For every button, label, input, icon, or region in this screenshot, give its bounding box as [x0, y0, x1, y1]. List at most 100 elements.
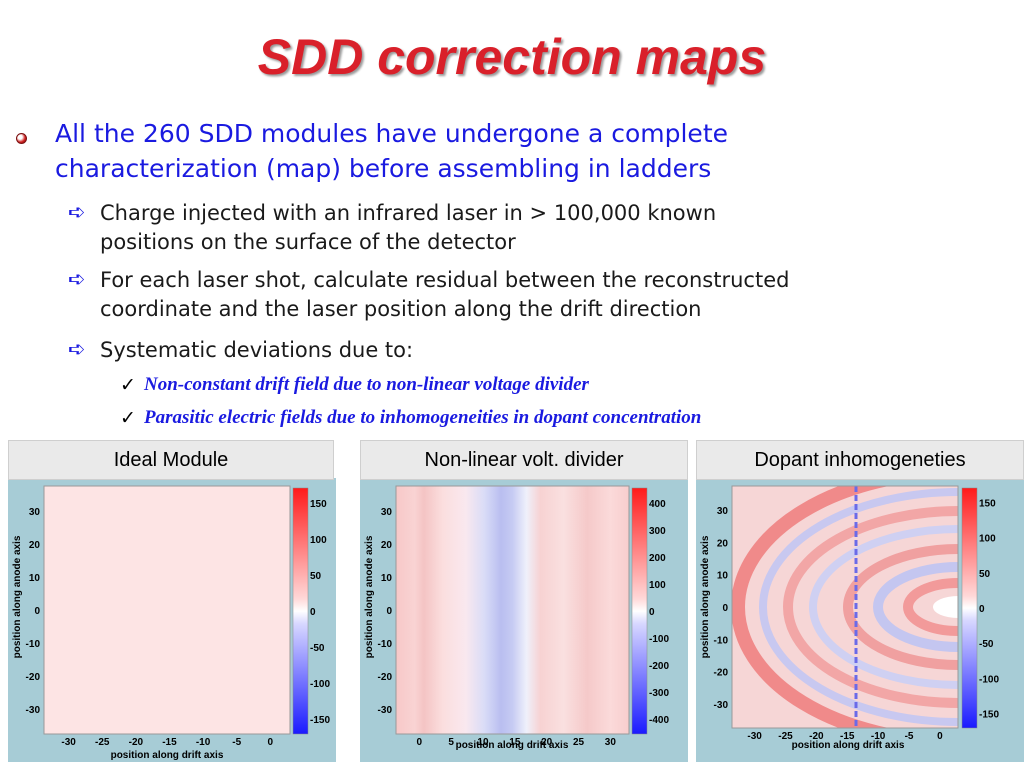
y-tick-label: 30	[381, 507, 393, 518]
y-tick-label: 0	[34, 606, 40, 617]
x-tick-label: -30	[747, 731, 762, 742]
heatmap-pattern	[732, 486, 958, 728]
y-tick-label: 20	[717, 538, 729, 549]
panel-label-nonlinear: Non-linear volt. divider	[360, 440, 688, 480]
sub-bullet-1-line2: positions on the surface of the detector	[100, 230, 516, 254]
color-scale-tick: -150	[979, 710, 999, 721]
y-tick-label: 0	[722, 603, 728, 614]
x-tick-label: 5	[448, 737, 454, 748]
x-tick-label: -20	[809, 731, 824, 742]
color-scale-tick: 50	[310, 571, 322, 582]
color-scale-tick: -100	[310, 679, 330, 690]
y-axis-label: position along anode axis	[364, 535, 375, 658]
x-tick-label: -15	[162, 737, 177, 748]
color-scale-tick: 100	[649, 580, 666, 591]
sub-bullet-2: ➪ For each laser shot, calculate residua…	[68, 266, 1010, 324]
x-tick-label: -15	[840, 731, 855, 742]
y-tick-label: 30	[29, 507, 41, 518]
y-tick-label: 20	[29, 540, 41, 551]
panel-label-ideal: Ideal Module	[8, 440, 334, 480]
y-tick-label: 10	[381, 573, 393, 584]
color-scale-tick: -50	[979, 639, 994, 650]
color-scale-tick: 100	[310, 535, 327, 546]
check-item-2-text: Parasitic electric fields due to inhomog…	[144, 407, 702, 428]
check-item-2: ✓ Parasitic electric fields due to inhom…	[120, 407, 702, 429]
check-item-1-text: Non-constant drift field due to non-line…	[144, 374, 589, 395]
color-scale	[292, 487, 309, 735]
main-bullet: All the 260 SDD modules have undergone a…	[55, 116, 955, 186]
color-scale-tick: 400	[649, 499, 666, 510]
y-tick-label: -10	[26, 639, 41, 650]
x-tick-label: -10	[871, 731, 886, 742]
y-tick-label: 30	[717, 506, 729, 517]
x-tick-label: 0	[937, 731, 943, 742]
color-scale	[631, 487, 648, 735]
x-tick-label: -30	[61, 737, 76, 748]
color-scale-tick: -50	[310, 643, 325, 654]
y-tick-label: -20	[378, 672, 393, 683]
map-panel-ideal: 30 20 10 0 -10 -20 -30 -30 -25 -20 -15 -10 -5 0 150 100…	[8, 478, 336, 762]
y-tick-label: 10	[717, 571, 729, 582]
x-tick-label: 0	[417, 737, 423, 748]
sub-bullet-2-line2: coordinate and the laser position along …	[100, 297, 702, 321]
y-tick-label: 20	[381, 540, 393, 551]
check-item-1: ✓ Non-constant drift field due to non-li…	[120, 374, 589, 396]
y-tick-label: -30	[26, 705, 41, 716]
y-axis-label: position along anode axis	[700, 535, 711, 658]
x-tick-label: -5	[232, 737, 241, 748]
y-tick-label: -30	[378, 705, 393, 716]
y-tick-label: 10	[29, 573, 41, 584]
y-tick-label: -20	[26, 672, 41, 683]
x-tick-label: 20	[541, 737, 553, 748]
main-bullet-line2: characterization (map) before assembling…	[55, 154, 712, 183]
y-tick-label: 0	[386, 606, 392, 617]
color-scale-tick: -200	[649, 661, 669, 672]
color-scale-tick: -100	[649, 634, 669, 645]
x-axis-label: position along drift axis	[792, 740, 905, 751]
x-tick-label: -25	[778, 731, 793, 742]
arrow-icon: ➪	[68, 337, 86, 361]
color-scale-tick: -300	[649, 688, 669, 699]
x-tick-label: -10	[196, 737, 211, 748]
x-tick-label: 30	[605, 737, 617, 748]
sub-bullet-2-line1: For each laser shot, calculate residual …	[100, 268, 790, 292]
sub-bullet-1-line1: Charge injected with an infrared laser i…	[100, 201, 717, 225]
x-tick-label: -5	[905, 731, 914, 742]
sub-bullet-1: ➪ Charge injected with an infrared laser…	[68, 199, 1000, 257]
map-panel-dopant: 30 20 10 0 -10 -20 -30 -30 -25 -20 -15 -10 -5 0 150 100…	[696, 478, 1024, 762]
x-axis-label: position along drift axis	[456, 740, 569, 751]
y-tick-label: -30	[714, 700, 729, 711]
x-tick-label: 15	[509, 737, 521, 748]
color-scale-tick: 300	[649, 526, 666, 537]
x-axis-label: position along drift axis	[111, 750, 224, 761]
check-icon: ✓	[120, 408, 136, 429]
color-scale	[961, 487, 978, 729]
color-scale-tick: 150	[310, 499, 327, 510]
y-tick-label: -20	[714, 668, 729, 679]
color-scale-tick: -400	[649, 715, 669, 726]
y-axis-label: position along anode axis	[12, 535, 23, 658]
sub-bullet-3-line1: Systematic deviations due to:	[100, 338, 414, 362]
x-tick-label: -20	[129, 737, 144, 748]
x-tick-label: 25	[573, 737, 585, 748]
y-tick-label: -10	[714, 635, 729, 646]
color-scale-tick: 50	[979, 569, 991, 580]
color-scale-tick: 150	[979, 498, 996, 509]
check-icon: ✓	[120, 375, 136, 396]
color-scale-tick: 0	[979, 604, 985, 615]
color-scale-tick: -150	[310, 715, 330, 726]
panel-label-dopant: Dopant inhomogeneties	[696, 440, 1024, 480]
color-scale-tick: 200	[649, 553, 666, 564]
color-scale-tick: -100	[979, 674, 999, 685]
arrow-icon: ➪	[68, 200, 86, 224]
color-scale-tick: 0	[649, 607, 655, 618]
y-tick-label: -10	[378, 639, 393, 650]
heatmap-area	[44, 486, 290, 734]
color-scale-tick: 100	[979, 534, 996, 545]
main-bullet-line1: All the 260 SDD modules have undergone a…	[55, 119, 728, 148]
x-tick-label: 0	[268, 737, 274, 748]
slide-title: SDD correction maps	[257, 29, 767, 85]
